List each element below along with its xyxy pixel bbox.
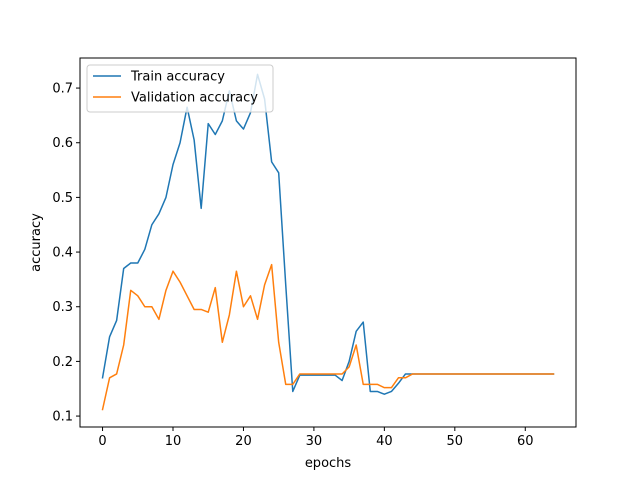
y-tick-label: 0.1 [52,410,73,425]
x-tick-label: 0 [98,434,106,449]
x-tick-label: 30 [306,434,323,449]
x-axis-label: epochs [305,456,352,471]
x-tick-label: 60 [517,434,534,449]
y-tick-label: 0.7 [52,82,73,97]
legend: Train accuracy Validation accuracy [86,64,274,113]
y-tick-label: 0.2 [52,355,73,370]
x-tick-label: 40 [376,434,393,449]
y-tick-label: 0.3 [52,300,73,315]
x-tick-label: 10 [165,434,182,449]
x-axis: 0 10 20 30 40 50 60 [98,427,534,449]
y-axis-label: accuracy [29,213,44,272]
x-tick-label: 20 [235,434,252,449]
legend-label-validation: Validation accuracy [131,91,258,106]
legend-label-train: Train accuracy [130,70,225,85]
plot-background [80,58,576,427]
plot-frame [79,57,577,428]
x-tick-label: 50 [447,434,464,449]
y-tick-label: 0.6 [52,136,73,151]
y-tick-label: 0.5 [52,191,73,206]
y-axis: 0.1 0.2 0.3 0.4 0.5 0.6 0.7 [52,82,80,425]
legend-box [86,64,274,113]
y-tick-label: 0.4 [52,246,73,261]
series-line-validation [101,263,555,411]
series-layer [101,73,555,411]
plot-area [79,57,577,428]
